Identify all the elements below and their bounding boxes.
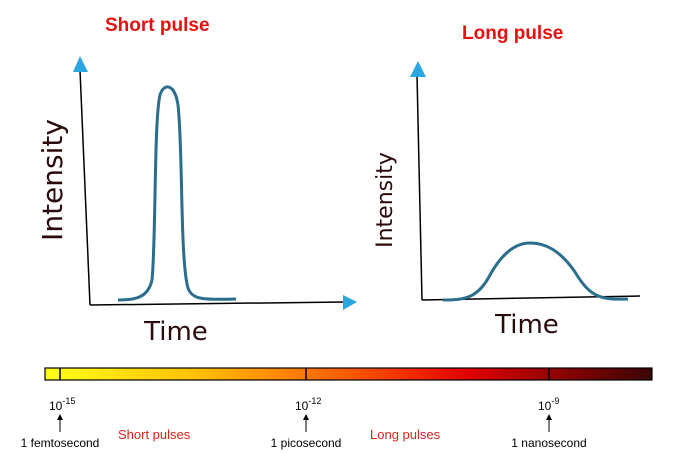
tick-exponent: -12 [308,396,321,406]
tick-name: 1 picosecond [271,436,342,450]
pulse-curve [442,241,629,302]
tick-label: 10-9 [538,396,559,413]
arrow-head [303,414,309,420]
range-label: Short pulses [118,427,191,442]
x-label: Time [494,310,559,340]
tick-name: 1 nanosecond [511,436,586,450]
tick-base: 10 [49,399,63,413]
tick-exponent: -9 [551,396,559,406]
tick-base: 10 [295,399,309,413]
arrow [410,61,426,77]
tick-label: 10-12 [295,396,321,413]
y-axis [79,69,91,306]
y-label: Intensity [36,119,69,241]
tick-base: 10 [538,399,552,413]
arrow [343,295,357,310]
x-label: Time [143,317,208,347]
range-label: Long pulses [370,427,441,442]
panel-title: Long pulse [462,23,563,44]
arrow [73,56,88,72]
y-axis [416,74,423,301]
timescale-bar [44,367,653,381]
arrow-head [546,414,552,420]
y-label: Intensity [373,152,398,248]
arrow-head [57,414,63,420]
x-axis [89,301,346,306]
tick-name: 1 femtosecond [21,436,100,450]
pulse-curve [117,85,237,302]
tick-label: 10-15 [49,396,75,413]
panel-title: Short pulse [105,15,210,36]
tick-exponent: -15 [62,396,75,406]
